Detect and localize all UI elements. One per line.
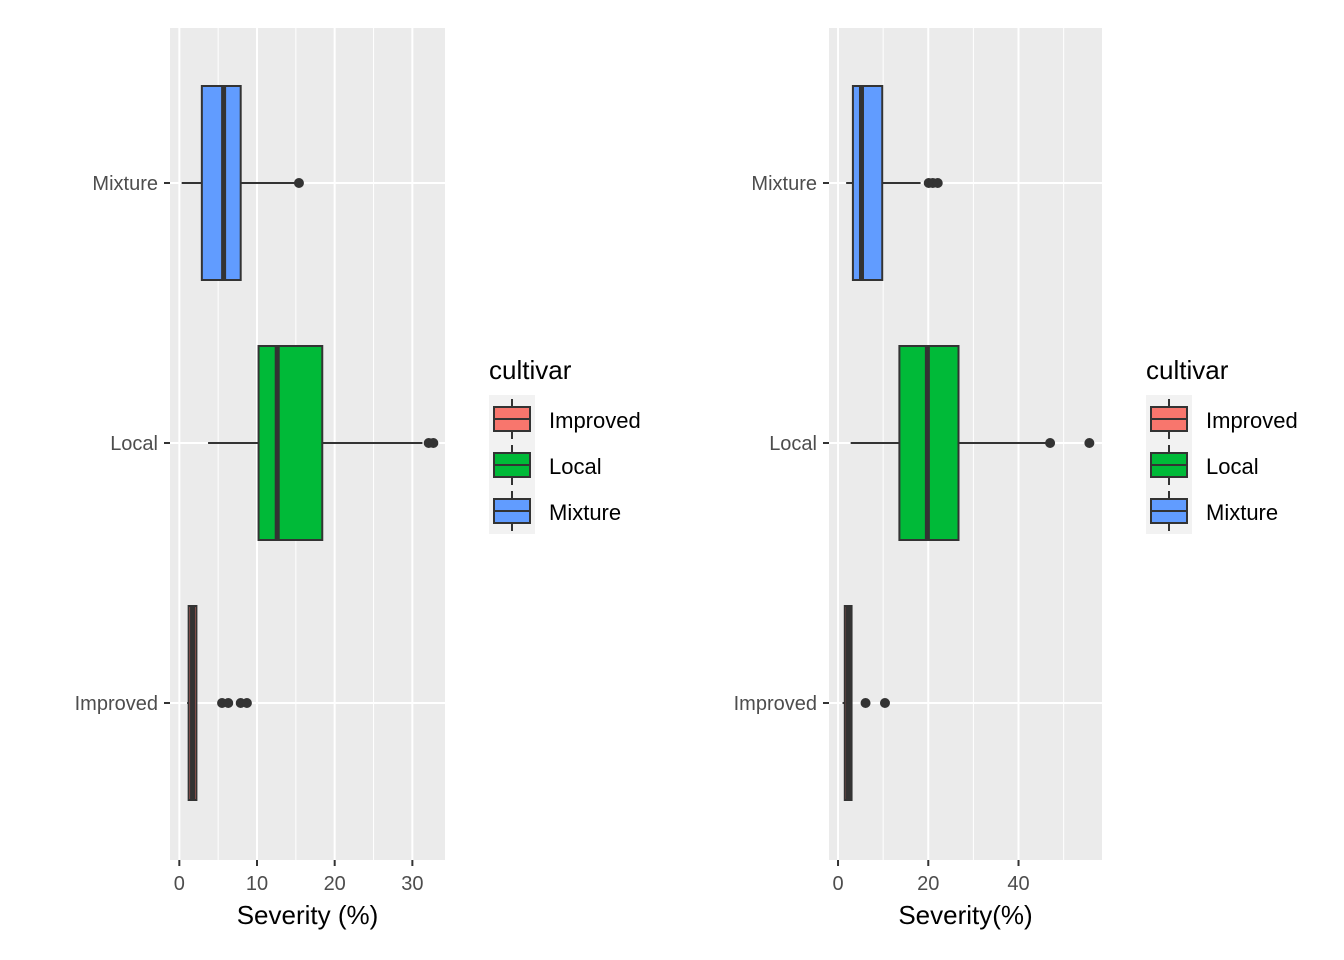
outlier-point <box>1045 438 1056 448</box>
y-tick-label: Improved <box>75 693 158 715</box>
y-tick-label: Mixture <box>751 173 817 195</box>
chart-panel-2: Improved Local Mixture 0 20 40 Severity(%) cult… <box>734 28 1298 930</box>
outlier-point <box>860 698 871 708</box>
x-axis-title: Severity (%) <box>237 900 379 930</box>
legend: cultivar Improved Local Mixture <box>1146 355 1298 534</box>
chart-panel-1: Improved Local Mixture 0 10 20 30 Severity (%) c… <box>75 28 641 930</box>
box-mixture <box>181 85 304 281</box>
box-mixture <box>846 85 943 281</box>
x-axis-title: Severity(%) <box>898 900 1032 930</box>
outlier-point <box>428 438 439 448</box>
legend-title: cultivar <box>1146 355 1229 385</box>
x-tick-label: 10 <box>246 873 268 895</box>
legend-label-improved: Improved <box>549 408 641 433</box>
legend-label-mixture: Mixture <box>1206 500 1278 525</box>
x-tick-label: 20 <box>917 873 939 895</box>
y-tick-label: Local <box>110 433 158 455</box>
x-tick-label: 20 <box>324 873 346 895</box>
y-tick-label: Improved <box>734 693 817 715</box>
box-local <box>850 345 1095 541</box>
x-tick-label: 0 <box>832 873 843 895</box>
legend-label-local: Local <box>1206 454 1259 479</box>
box-local <box>208 345 439 541</box>
y-tick-label: Mixture <box>92 173 158 195</box>
outlier-point <box>879 698 890 708</box>
box-improved <box>842 605 890 801</box>
legend-label-local: Local <box>549 454 602 479</box>
legend: cultivar Improved Local Mixture <box>489 355 641 534</box>
x-tick-label: 0 <box>174 873 185 895</box>
legend-title: cultivar <box>489 355 572 385</box>
legend-label-improved: Improved <box>1206 408 1298 433</box>
outlier-point <box>1084 438 1095 448</box>
legend-label-mixture: Mixture <box>549 500 621 525</box>
outlier-point <box>293 178 304 188</box>
x-tick-label: 40 <box>1007 873 1029 895</box>
y-tick-label: Local <box>769 433 817 455</box>
box-iqr <box>851 85 884 281</box>
outlier-point <box>223 698 234 708</box>
box-improved <box>187 605 252 801</box>
x-tick-label: 30 <box>401 873 423 895</box>
outlier-point <box>241 698 252 708</box>
box-iqr <box>257 345 324 541</box>
outlier-point <box>932 178 943 188</box>
